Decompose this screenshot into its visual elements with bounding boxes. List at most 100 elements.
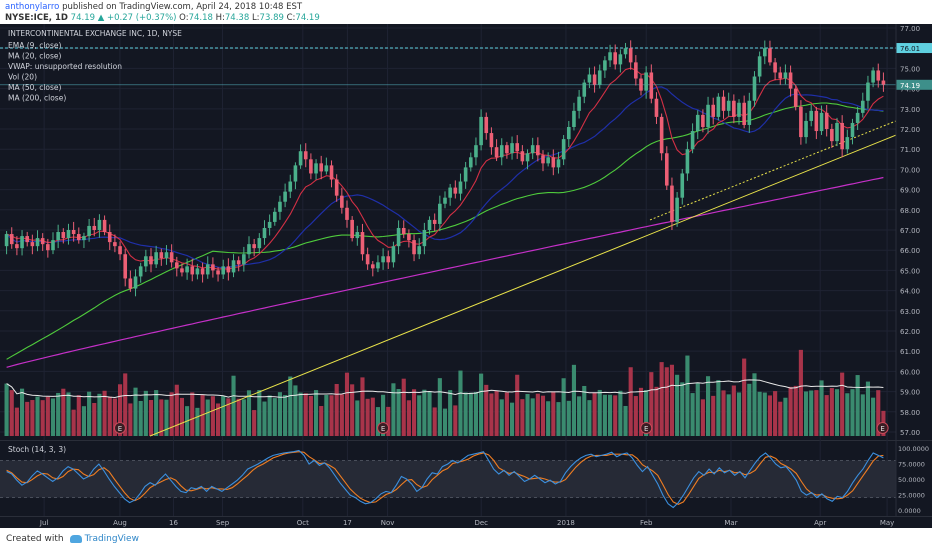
candle (732, 94, 736, 124)
legend-item: Vol (20) (8, 73, 37, 82)
volume-bar (148, 399, 154, 436)
candle-body (97, 219, 102, 230)
volume-bar (313, 390, 319, 436)
candle (613, 44, 618, 70)
volume-bar (298, 392, 303, 436)
volume-bar (633, 396, 638, 436)
candle-body (494, 147, 499, 158)
volume-bar (231, 375, 236, 436)
candle (494, 139, 499, 162)
earnings-marker: E (113, 422, 126, 434)
candle-body (768, 48, 772, 63)
candle (262, 220, 267, 245)
candle (221, 259, 226, 280)
candle (690, 123, 695, 154)
candle (536, 137, 540, 162)
author-link[interactable]: anthonylarro (5, 2, 60, 12)
candle-body (412, 240, 416, 255)
candle (793, 85, 798, 111)
candle (608, 44, 612, 68)
volume-bar (350, 384, 355, 436)
time-tick-label: 2018 (557, 519, 575, 527)
volume-bar (736, 392, 742, 436)
volume-bar (726, 394, 731, 436)
volume-bar (778, 401, 783, 436)
volume-bar (164, 399, 169, 436)
candle-body (762, 48, 767, 57)
candle-body (793, 88, 798, 107)
volume-bar (179, 397, 185, 436)
candle-body (747, 100, 752, 125)
candle-body (401, 227, 406, 235)
candle (814, 106, 819, 140)
ma200-line (6, 176, 884, 368)
candle-body (664, 153, 669, 186)
low-label: L: (251, 13, 260, 23)
candle (783, 64, 788, 85)
legend-item: MA (20, close) (8, 52, 62, 61)
candle (850, 118, 855, 145)
candle-body (685, 149, 690, 174)
candle-body (149, 256, 153, 265)
candle-body (551, 157, 556, 168)
volume-bar (664, 367, 669, 436)
volume-bar (654, 386, 659, 436)
volume-bar (143, 390, 148, 436)
price-chart[interactable]: 77.0076.0075.0074.0073.0072.0071.0070.00… (0, 24, 932, 528)
candle-body (345, 207, 349, 220)
candle (407, 229, 411, 248)
candle (881, 72, 886, 92)
candle (174, 256, 179, 277)
candle (634, 55, 638, 86)
volume-bar (757, 391, 762, 436)
volume-bar (344, 372, 350, 436)
volume-bar (855, 375, 860, 436)
candle (670, 177, 674, 230)
candle (97, 214, 102, 238)
volume-bar (107, 396, 112, 436)
price-tick-label: 72.00 (900, 126, 920, 134)
candle-body (860, 100, 865, 113)
candle-body (515, 143, 520, 152)
candle (350, 216, 354, 242)
candle (334, 174, 339, 202)
volume-bar (525, 394, 530, 436)
candle (9, 227, 14, 249)
candle-body (319, 163, 324, 172)
price-tick-label: 64.00 (900, 288, 920, 296)
volume-bar (762, 392, 767, 436)
candle-body (499, 145, 504, 158)
candle-body (190, 266, 195, 275)
candle (840, 115, 844, 158)
candle-body (721, 96, 726, 111)
candle (303, 143, 308, 168)
candle (360, 223, 365, 261)
candle-body (283, 191, 287, 202)
tradingview-brand[interactable]: TradingView (84, 534, 139, 544)
candle (247, 236, 251, 259)
candle-body (376, 262, 380, 269)
candle-body (169, 252, 174, 263)
volume-bar (396, 389, 401, 436)
candle-body (623, 48, 628, 55)
high-label: H: (215, 13, 225, 23)
candle (639, 74, 643, 96)
candle-body (257, 238, 262, 249)
candle (438, 195, 442, 232)
candle (551, 149, 556, 176)
candle-body (448, 187, 452, 198)
earnings-marker-circle (876, 422, 889, 434)
candle-body (422, 230, 427, 247)
earnings-marker: E (640, 422, 653, 434)
candle (566, 121, 571, 148)
high-value: 74.38 (224, 13, 250, 23)
candle-body (329, 165, 334, 180)
candle-body (814, 110, 819, 132)
volume-bar (618, 390, 623, 436)
volume-bar (463, 392, 468, 436)
candle (396, 220, 401, 255)
candle-body (87, 225, 91, 237)
candle-body (427, 219, 432, 230)
volume-bar (860, 394, 865, 436)
candle (154, 245, 158, 268)
